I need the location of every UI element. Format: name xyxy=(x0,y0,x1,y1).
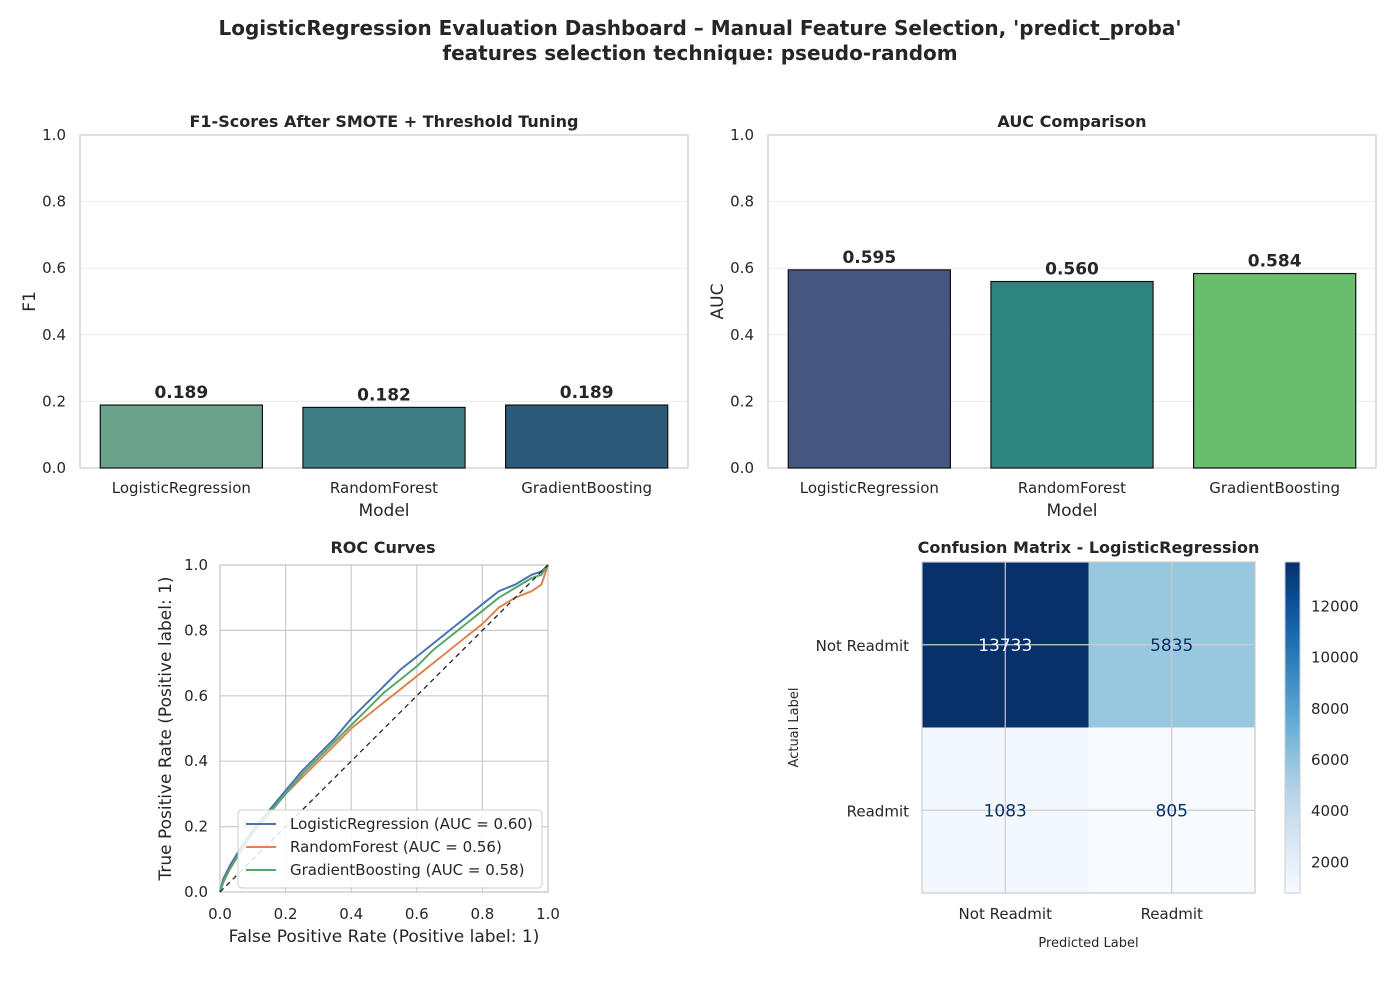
auc-ytick-label: 0.0 xyxy=(730,459,754,477)
confusion-matrix-ytick-label: Not Readmit xyxy=(816,637,910,655)
roc-ytick-label: 0.4 xyxy=(184,752,208,770)
roc-xtick-label: 1.0 xyxy=(536,905,560,923)
roc-xtick-label: 0.6 xyxy=(405,905,429,923)
confusion-matrix-title: Confusion Matrix - LogisticRegression xyxy=(918,538,1260,557)
f1-xtick-label: RandomForest xyxy=(330,479,438,497)
f1-chart: 0.0 0.2 0.4 0.6 0.8 1.0 0.189 LogisticRegressio… xyxy=(20,112,689,521)
confusion-matrix-y-axis-label: Actual Label xyxy=(787,688,802,768)
confusion-matrix-cell xyxy=(1088,727,1255,893)
f1-bar xyxy=(302,406,466,469)
auc-bar xyxy=(990,280,1154,469)
roc-series-line xyxy=(219,564,549,893)
f1-xtick-label: LogisticRegression xyxy=(112,479,251,497)
roc-chart: 0.0 0.2 0.4 0.6 0.8 1.0 0.0 0.2 0.4 0.6 0.8 1.0 Logi… xyxy=(156,538,560,947)
f1-title: F1-Scores After SMOTE + Threshold Tuning xyxy=(189,112,578,131)
roc-series-line xyxy=(219,564,549,893)
confusion-matrix-frame xyxy=(921,561,1256,894)
roc-series-line xyxy=(219,564,549,893)
f1-bar-value-label: 0.189 xyxy=(560,383,614,403)
dashboard-title: LogisticRegression Evaluation Dashboard … xyxy=(218,16,1182,40)
confusion-matrix-cell xyxy=(1088,562,1255,728)
colorbar-tick-label: 2000 xyxy=(1311,853,1349,871)
confusion-matrix-xtick-label: Not Readmit xyxy=(959,905,1053,923)
auc-xtick-label: RandomForest xyxy=(1018,479,1126,497)
roc-x-axis-label: False Positive Rate (Positive label: 1) xyxy=(229,927,540,947)
auc-xtick-label: GradientBoosting xyxy=(1209,479,1340,497)
f1-ytick-label: 1.0 xyxy=(42,126,66,144)
roc-y-axis-label: True Positive Rate (Positive label: 1) xyxy=(156,576,176,881)
auc-chart: 0.0 0.2 0.4 0.6 0.8 1.0 0.595 LogisticRegressio… xyxy=(708,112,1377,521)
confusion-matrix-cell xyxy=(922,727,1089,893)
roc-axes-frame xyxy=(219,564,549,893)
roc-xtick-label: 0.8 xyxy=(470,905,494,923)
auc-ytick-label: 0.8 xyxy=(730,193,754,211)
confusion-matrix-value: 5835 xyxy=(1150,636,1193,656)
confusion-matrix-colorbar xyxy=(1284,561,1301,894)
colorbar-tick-label: 12000 xyxy=(1311,597,1359,615)
confusion-matrix-cell xyxy=(922,562,1089,728)
confusion-matrix-value: 13733 xyxy=(978,636,1032,656)
auc-axes-frame xyxy=(767,134,1377,469)
roc-ytick-label: 0.6 xyxy=(184,687,208,705)
dashboard-subtitle: features selection technique: pseudo-ran… xyxy=(442,41,958,65)
auc-bar-value-label: 0.584 xyxy=(1248,252,1302,272)
auc-title: AUC Comparison xyxy=(997,112,1146,131)
auc-bar-value-label: 0.595 xyxy=(842,248,896,268)
f1-bar-value-label: 0.189 xyxy=(154,383,208,403)
auc-ytick-label: 0.6 xyxy=(730,259,754,277)
f1-ytick-label: 0.4 xyxy=(42,326,66,344)
auc-ytick-label: 0.2 xyxy=(730,392,754,410)
roc-ytick-label: 1.0 xyxy=(184,556,208,574)
confusion-matrix-value: 805 xyxy=(1156,801,1188,821)
colorbar-tick-label: 6000 xyxy=(1311,751,1349,769)
auc-bar-value-label: 0.560 xyxy=(1045,260,1099,280)
confusion-matrix-ytick-label: Readmit xyxy=(847,802,909,820)
roc-xtick-label: 0.2 xyxy=(274,905,298,923)
roc-ytick-label: 0.2 xyxy=(184,818,208,836)
roc-legend xyxy=(237,809,543,889)
roc-xtick-label: 0.0 xyxy=(208,905,232,923)
confusion-matrix-x-axis-label: Predicted Label xyxy=(1038,936,1138,951)
colorbar-tick-label: 4000 xyxy=(1311,802,1349,820)
roc-legend-label: RandomForest (AUC = 0.56) xyxy=(290,838,502,856)
f1-bar xyxy=(99,404,264,469)
f1-x-axis-label: Model xyxy=(358,501,409,521)
confusion-matrix-chart: 13733 5835 1083 805 Not Readmit Readmit Not Re… xyxy=(787,538,1359,951)
roc-legend-label: LogisticRegression (AUC = 0.60) xyxy=(290,815,533,833)
f1-ytick-label: 0.8 xyxy=(42,193,66,211)
auc-x-axis-label: Model xyxy=(1046,501,1097,521)
roc-xtick-label: 0.4 xyxy=(339,905,363,923)
auc-y-axis-label: AUC xyxy=(708,284,728,320)
f1-bar xyxy=(505,404,669,469)
f1-axes-frame xyxy=(79,134,689,469)
roc-legend-label: GradientBoosting (AUC = 0.58) xyxy=(290,861,525,879)
f1-bar-value-label: 0.182 xyxy=(357,385,411,405)
f1-ytick-label: 0.0 xyxy=(42,459,66,477)
confusion-matrix-xtick-label: Readmit xyxy=(1141,905,1203,923)
confusion-matrix-value: 1083 xyxy=(984,801,1027,821)
colorbar-tick-label: 8000 xyxy=(1311,700,1349,718)
auc-xtick-label: LogisticRegression xyxy=(800,479,939,497)
auc-bar xyxy=(1192,272,1357,469)
roc-ytick-label: 0.8 xyxy=(184,621,208,639)
roc-title: ROC Curves xyxy=(330,538,435,557)
roc-ytick-label: 0.0 xyxy=(184,883,208,901)
roc-chance-line xyxy=(219,564,549,893)
f1-xtick-label: GradientBoosting xyxy=(521,479,652,497)
f1-ytick-label: 0.6 xyxy=(42,259,66,277)
auc-ytick-label: 1.0 xyxy=(730,126,754,144)
colorbar-tick-label: 10000 xyxy=(1311,649,1359,667)
f1-y-axis-label: F1 xyxy=(20,291,40,312)
f1-ytick-label: 0.2 xyxy=(42,392,66,410)
auc-bar xyxy=(787,269,951,469)
auc-ytick-label: 0.4 xyxy=(730,326,754,344)
